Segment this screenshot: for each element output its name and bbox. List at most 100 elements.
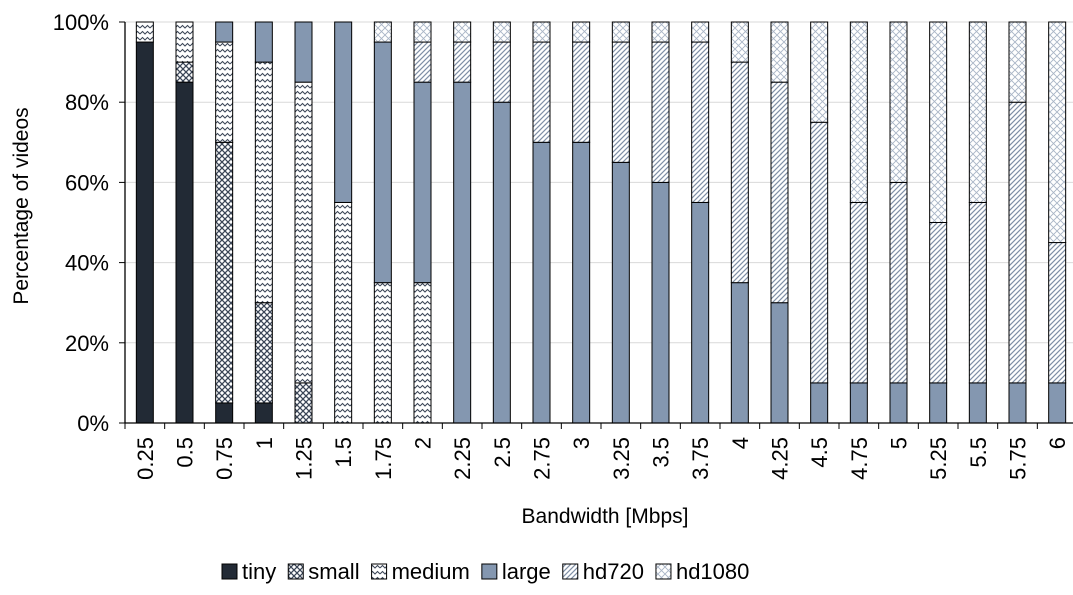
y-tick-label: 100%: [53, 10, 109, 35]
x-tick-label: 4.25: [768, 437, 793, 480]
bar-segment-large: [532, 141, 551, 424]
x-tick-label: 3: [569, 437, 594, 449]
x-tick-label: 5.75: [1006, 437, 1031, 480]
bar-segment-hd720: [413, 41, 432, 83]
bar-segment-hd1080: [611, 21, 630, 43]
bar-segment-large: [373, 41, 392, 284]
bar-segment-hd1080: [849, 21, 868, 203]
bar-segment-medium: [135, 21, 154, 43]
bar-segment-small: [215, 141, 234, 404]
bar-segment-tiny: [175, 81, 194, 424]
x-tick-label: 3.75: [688, 437, 713, 480]
x-tick-label: 1: [252, 437, 277, 449]
bar-segment-hd1080: [453, 21, 472, 43]
bar-segment-hd1080: [532, 21, 551, 43]
bar-segment-hd1080: [373, 21, 392, 43]
bar-segment-large: [889, 382, 908, 424]
bar-segment-hd1080: [492, 21, 511, 43]
x-tick-label: 5.25: [926, 437, 951, 480]
x-tick-label: 0.25: [133, 437, 158, 480]
bar-segment-hd1080: [1008, 21, 1027, 103]
bar-segment-hd720: [691, 41, 710, 203]
legend-label: medium: [392, 559, 470, 584]
bar-segment-hd720: [810, 121, 829, 384]
bar-segment-medium: [413, 282, 432, 424]
bar-segment-small: [175, 61, 194, 83]
bar-segment-hd720: [492, 41, 511, 103]
x-tick-label: 2.75: [530, 437, 555, 480]
legend-label: hd720: [583, 559, 644, 584]
bar-segment-large: [849, 382, 868, 424]
legend-swatch: [287, 563, 304, 580]
bar-segment-medium: [175, 21, 194, 63]
bar-segment-hd720: [1048, 242, 1067, 384]
bar-segment-large: [651, 181, 670, 424]
x-tick-label: 0.5: [173, 437, 198, 468]
axes: [119, 21, 1073, 429]
bar-segment-hd1080: [691, 21, 710, 43]
legend-label: large: [502, 559, 551, 584]
bar-segment-medium: [373, 282, 392, 424]
x-tick-label: 5: [887, 437, 912, 449]
legend-label: tiny: [242, 559, 276, 584]
bar-segment-small: [254, 302, 273, 404]
y-tick-label: 40%: [65, 251, 109, 276]
legend-item-medium: medium: [371, 559, 470, 584]
bar-segment-large: [572, 141, 591, 424]
bar-segment-hd1080: [889, 21, 908, 183]
bar-segment-hd720: [572, 41, 591, 143]
x-tick-label: 6: [1045, 437, 1070, 449]
bar-segment-large: [215, 21, 234, 43]
legend: tiny small medium large hd720 hd1080: [221, 559, 749, 584]
x-tick-label: 3.5: [649, 437, 674, 468]
bar-segment-medium: [294, 81, 313, 384]
y-tick-label: 80%: [65, 90, 109, 115]
x-tick-label: 0.75: [212, 437, 237, 480]
bar-segment-hd720: [611, 41, 630, 163]
legend-item-hd1080: hd1080: [655, 559, 749, 584]
bar-segment-medium: [334, 201, 353, 424]
y-tick-label: 60%: [65, 170, 109, 195]
legend-item-hd720: hd720: [562, 559, 644, 584]
legend-swatch: [371, 563, 388, 580]
bar-segment-hd720: [770, 81, 789, 304]
legend-label: hd1080: [676, 559, 749, 584]
legend-item-small: small: [287, 559, 360, 584]
bar-segment-large: [730, 282, 749, 424]
bar-segment-large: [453, 81, 472, 424]
bar-segment-hd1080: [1048, 21, 1067, 244]
bars: [135, 21, 1067, 424]
bar-segment-hd720: [730, 61, 749, 284]
legend-swatch: [481, 563, 498, 580]
y-axis-title: Percentage of videos: [10, 107, 33, 304]
legend-swatch: [562, 563, 579, 580]
x-axis-title: Bandwidth [Mbps]: [522, 505, 689, 528]
bar-segment-hd1080: [572, 21, 591, 43]
x-tick-label: 1.25: [292, 437, 317, 480]
x-tick-label: 2.25: [450, 437, 475, 480]
bar-segment-large: [294, 21, 313, 83]
bar-segment-hd1080: [413, 21, 432, 43]
bar-segment-hd720: [651, 41, 670, 183]
bar-segment-large: [929, 382, 948, 424]
bar-segment-large: [1048, 382, 1067, 424]
bar-segment-hd720: [889, 181, 908, 384]
x-tick-label: 4: [728, 437, 753, 449]
bar-segment-small: [294, 382, 313, 424]
tick-labels: 0% 20% 40% 60% 80% 100% 0.25 0.5 0.75 1 1.25 1.5 1.7…: [53, 10, 1070, 480]
bar-segment-hd720: [453, 41, 472, 83]
bar-segment-hd1080: [810, 21, 829, 123]
bar-segment-large: [413, 81, 432, 284]
bar-segment-large: [810, 382, 829, 424]
bar-segment-hd1080: [651, 21, 670, 43]
legend-swatch: [655, 563, 672, 580]
y-tick-label: 0%: [77, 411, 109, 436]
bar-segment-large: [968, 382, 987, 424]
x-tick-label: 4.5: [807, 437, 832, 468]
bar-segment-hd720: [929, 222, 948, 384]
x-tick-label: 2.5: [490, 437, 515, 468]
bar-segment-hd1080: [730, 21, 749, 63]
legend-item-tiny: tiny: [221, 559, 276, 584]
